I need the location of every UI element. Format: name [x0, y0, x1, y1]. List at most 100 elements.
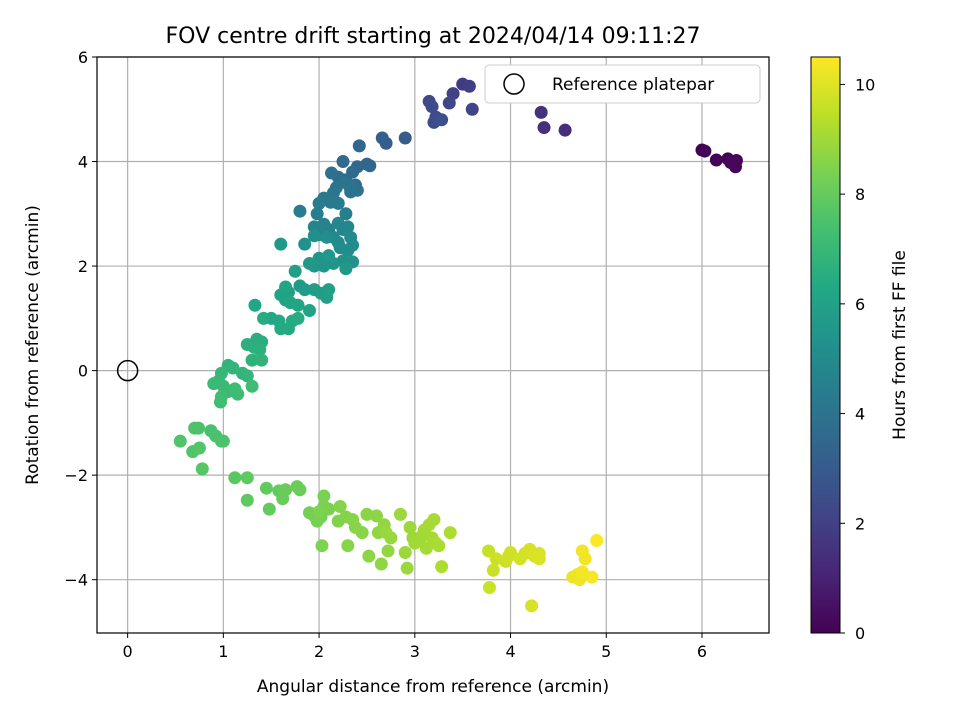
x-axis-label: Angular distance from reference (arcmin) — [257, 677, 609, 697]
data-point — [290, 480, 304, 494]
y-tick-label: 2 — [78, 257, 88, 276]
data-point — [315, 539, 329, 553]
data-point — [435, 113, 449, 127]
data-point — [590, 533, 604, 547]
data-point — [363, 159, 377, 173]
data-point — [307, 229, 321, 243]
legend: Reference platepar — [484, 64, 761, 104]
data-point — [575, 565, 589, 579]
data-point — [578, 552, 592, 566]
data-point — [291, 311, 305, 325]
data-point — [360, 507, 374, 521]
data-point — [432, 539, 446, 553]
data-point — [558, 123, 572, 137]
x-tick-label: 0 — [123, 642, 133, 661]
data-point — [355, 526, 369, 540]
data-point — [532, 552, 546, 566]
data-point — [298, 237, 312, 251]
data-point — [379, 526, 393, 540]
data-point — [435, 560, 449, 574]
data-point — [192, 441, 206, 455]
data-point — [698, 144, 712, 158]
data-point — [213, 395, 227, 409]
plot-frame — [96, 56, 770, 634]
x-axis: 0 1 2 3 4 5 6 — [123, 633, 707, 661]
colorbar — [810, 56, 841, 634]
data-point — [374, 557, 388, 571]
data-point — [240, 369, 254, 383]
data-point — [253, 343, 267, 357]
data-point — [486, 563, 500, 577]
x-tick-label: 5 — [601, 642, 611, 661]
colorbar-ticks: 0 2 4 6 8 10 — [840, 75, 875, 643]
data-point — [240, 337, 254, 351]
data-point — [333, 500, 347, 514]
colorbar-tick-label: 2 — [855, 514, 865, 533]
data-point — [191, 421, 205, 435]
data-point — [443, 526, 457, 540]
chart-title: FOV centre drift starting at 2024/04/14 … — [166, 24, 701, 49]
y-tick-label: 0 — [78, 362, 88, 381]
data-point — [317, 489, 331, 503]
colorbar-tick-label: 0 — [855, 624, 865, 643]
data-point — [339, 262, 353, 276]
data-point — [537, 121, 551, 135]
data-point — [262, 502, 276, 516]
legend-label: Reference platepar — [552, 75, 714, 95]
data-point — [339, 207, 353, 221]
data-point — [534, 105, 548, 119]
data-point — [336, 155, 350, 169]
data-point — [375, 131, 389, 145]
data-point — [322, 249, 336, 263]
data-point — [303, 256, 317, 270]
x-tick-label: 4 — [505, 642, 515, 661]
data-point — [381, 544, 395, 558]
data-point — [331, 196, 345, 210]
data-point — [228, 471, 242, 485]
data-point — [333, 241, 347, 255]
legend-marker — [503, 73, 525, 95]
data-point — [245, 379, 259, 393]
data-point — [291, 298, 305, 312]
data-point — [403, 520, 417, 534]
data-point — [393, 507, 407, 521]
data-point — [279, 280, 293, 294]
data-point — [257, 311, 271, 325]
data-point — [240, 471, 254, 485]
data-point — [248, 298, 262, 312]
data-point — [288, 264, 302, 278]
data-point — [341, 220, 355, 234]
data-point — [425, 100, 439, 114]
data-point — [465, 102, 479, 116]
data-point — [173, 434, 187, 448]
data-point — [442, 96, 456, 110]
data-point — [400, 561, 414, 575]
data-point — [303, 304, 317, 318]
data-point — [195, 462, 209, 476]
data-point — [462, 79, 476, 93]
data-point — [312, 196, 326, 210]
data-point — [341, 539, 355, 553]
data-point — [255, 353, 269, 367]
colorbar-tick-label: 10 — [855, 75, 875, 94]
data-point — [293, 204, 307, 218]
data-point — [362, 549, 376, 563]
data-point — [585, 570, 599, 584]
x-tick-label: 1 — [218, 642, 228, 661]
y-tick-label: −4 — [64, 571, 88, 590]
data-point — [240, 493, 254, 507]
data-point — [226, 361, 240, 375]
data-point — [398, 546, 412, 560]
data-point — [320, 230, 334, 244]
y-axis: −4 −2 0 2 4 6 — [64, 48, 97, 590]
data-point — [525, 599, 539, 613]
data-point — [310, 207, 324, 221]
y-tick-label: 4 — [78, 153, 88, 172]
data-point — [398, 131, 412, 145]
data-point — [322, 283, 336, 297]
colorbar-tick-label: 6 — [855, 295, 865, 314]
y-tick-label: −2 — [64, 466, 88, 485]
data-point — [427, 513, 441, 527]
y-axis-label: Rotation from reference (arcmin) — [23, 205, 43, 485]
